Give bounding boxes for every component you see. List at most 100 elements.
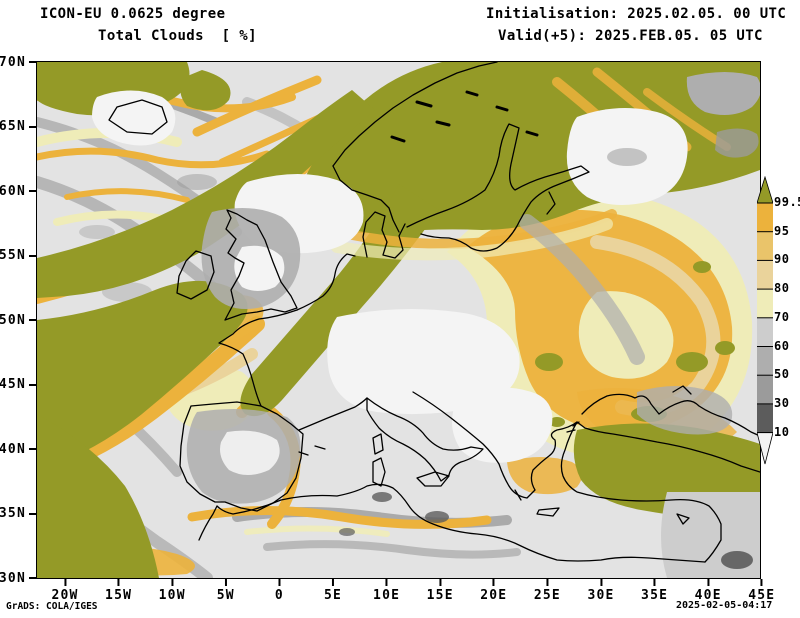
lon-tick-col: 5W [217, 579, 235, 603]
lat-tick-mark [29, 512, 36, 515]
lat-tick-label: 55N [0, 248, 26, 263]
lon-tick-mark [439, 579, 442, 586]
cloud-field-map [37, 62, 760, 578]
valid-time: Valid(+5): 2025.FEB.05. 05 UTC [498, 28, 763, 44]
colorbar-tick-label: 30 [774, 395, 790, 410]
lon-tick-col: 15E [427, 579, 454, 603]
lon-tick-col: 35E [641, 579, 668, 603]
lon-tick-col: 40E [695, 579, 722, 603]
colorbar-tick-label: 80 [774, 281, 790, 296]
lat-tick-row: 45N [0, 377, 36, 393]
lat-tick-label: 35N [0, 506, 26, 521]
lon-tick-label: 20W [51, 588, 79, 603]
colorbar-separators [757, 202, 773, 434]
initialisation-time: Initialisation: 2025.02.05. 00 UTC [486, 6, 787, 22]
colorbar [757, 176, 773, 465]
lon-tick-mark [600, 579, 602, 586]
lon-tick-label: 20E [480, 588, 508, 603]
lon-tick-label: 5W [216, 588, 235, 603]
lat-tick-row: 40N [0, 441, 36, 457]
lon-tick-mark [117, 579, 120, 586]
lon-tick-col: 5E [324, 579, 342, 603]
longitude-axis: 20W 15W 10W 5W 0 5E 10E 15E 20E 25E [37, 579, 774, 605]
creation-timestamp: 2025-02-05-04:17 [676, 600, 773, 611]
colorbar-segment [757, 317, 773, 347]
lon-tick-mark [332, 579, 334, 586]
lat-tick-label: 40N [0, 441, 26, 457]
lon-tick-col: 20E [480, 579, 507, 603]
colorbar-tick-label: 50 [774, 367, 790, 382]
lon-tick-mark [278, 579, 281, 586]
lat-tick-mark [29, 319, 36, 321]
colorbar-cap-below-min [757, 432, 773, 465]
colorbar-tick-label: 90 [774, 252, 790, 267]
lon-tick-col: 10W [159, 579, 186, 603]
lon-tick-mark [224, 579, 227, 586]
lat-tick-mark [29, 577, 36, 579]
lat-tick-label: 60N [0, 183, 26, 199]
lat-tick-row: 60N [0, 183, 36, 199]
lat-tick-mark [29, 383, 36, 386]
colorbar-tick-label: 60 [774, 338, 790, 353]
lon-tick-mark [707, 579, 710, 586]
model-title: ICON-EU 0.0625 degree [40, 6, 226, 22]
lon-tick-label: 15W [105, 588, 133, 603]
lon-tick-mark [385, 579, 388, 586]
lon-tick-label: 5E [323, 588, 343, 603]
lon-tick-col: 45E [748, 579, 775, 603]
lat-tick-mark [29, 125, 36, 128]
colorbar-segment [757, 403, 773, 433]
colorbar-segment [757, 260, 773, 290]
lon-tick-label: 30E [587, 588, 615, 603]
lat-tick-label: 65N [0, 119, 26, 134]
colorbar-tick-label: 95 [774, 223, 790, 238]
variable-title: Total Clouds [ %] [98, 28, 257, 44]
colorbar-segment [757, 203, 773, 232]
lat-tick-mark [29, 61, 36, 63]
grads-attribution: GrADS: COLA/IGES [6, 601, 98, 612]
colorbar-labels: 99.5 95 90 80 70 60 50 30 10 [774, 176, 800, 476]
lon-tick-mark [171, 579, 174, 586]
lon-tick-mark [760, 579, 763, 586]
lon-tick-label: 35E [641, 588, 669, 603]
lon-tick-label: 15E [426, 588, 454, 603]
lat-tick-row: 30N [0, 570, 36, 586]
lon-tick-col: 20W [51, 579, 78, 603]
colorbar-cap-above-max [757, 176, 773, 204]
lon-tick-mark [492, 579, 495, 586]
lon-tick-col: 10E [373, 579, 400, 603]
lon-tick-col: 30E [587, 579, 614, 603]
colorbar-tick-label: 70 [774, 309, 790, 324]
lat-tick-label: 50N [0, 312, 26, 328]
lon-tick-label: 10W [158, 588, 186, 603]
colorbar-tick-label: 10 [774, 424, 790, 439]
lon-tick-label: 25E [533, 588, 561, 603]
lat-tick-row: 35N [0, 506, 36, 522]
coastlines [108, 62, 760, 563]
lat-tick-row: 55N [0, 248, 36, 264]
lon-tick-mark [653, 579, 656, 586]
lat-tick-mark [29, 254, 36, 257]
latitude-axis: 70N 65N 60N 55N 50N 45N 40N 35N 30N [0, 55, 36, 586]
terrain-marks [390, 90, 539, 143]
lon-tick-label: 0 [274, 588, 284, 603]
lon-tick-label: 10E [373, 588, 401, 603]
lat-tick-mark [29, 448, 36, 450]
lat-tick-row: 65N [0, 119, 36, 135]
lat-tick-row: 70N [0, 54, 36, 70]
colorbar-segment [757, 289, 773, 318]
lon-tick-col: 25E [534, 579, 561, 603]
colorbar-tick-label: 99.5 [774, 195, 800, 209]
map-canvas [36, 61, 761, 579]
lat-tick-label: 45N [0, 377, 26, 392]
colorbar-segment [757, 231, 773, 261]
colorbar-segment [757, 375, 773, 404]
lon-tick-label: 45E [748, 588, 776, 603]
colorbar-segment [757, 346, 773, 376]
lon-tick-col: 15W [105, 579, 132, 603]
lon-tick-label: 40E [694, 588, 722, 603]
lat-tick-label: 70N [0, 54, 26, 70]
lon-tick-col: 0 [275, 579, 284, 603]
lat-tick-mark [29, 190, 36, 192]
lon-tick-mark [546, 579, 549, 586]
